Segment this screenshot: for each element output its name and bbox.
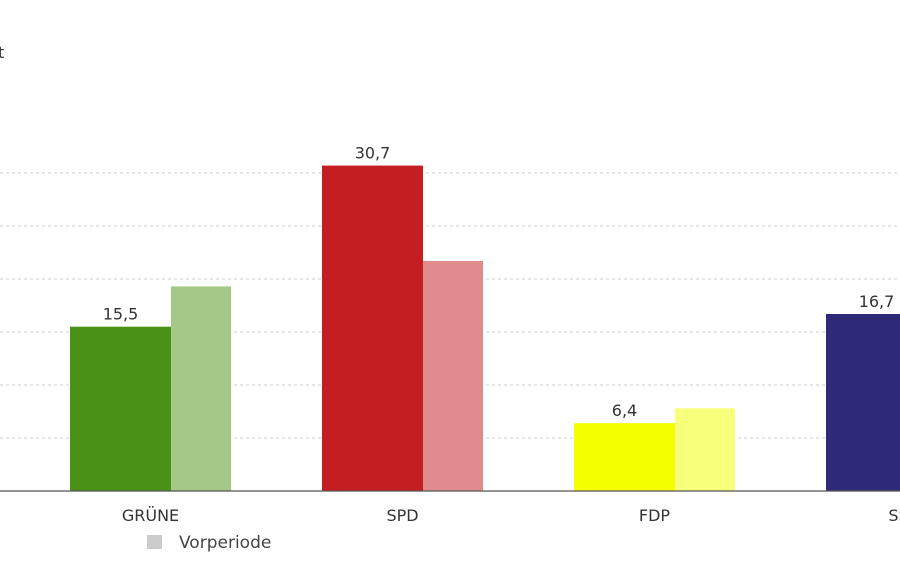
data-label-grüne: 15,5 — [103, 305, 139, 324]
data-label-spd: 30,7 — [355, 144, 391, 163]
x-axis-ticks: GRÜNE SPD FDP SSW — [122, 506, 900, 525]
x-tick-label-ssw: SSW — [888, 506, 900, 525]
legend-label-vorperiode: Vorperiode — [179, 533, 271, 553]
legend: Vorperiode — [147, 533, 271, 553]
bar-vorperiode-fdp — [675, 408, 735, 491]
x-tick-label-spd: SPD — [386, 506, 418, 525]
data-label-ssw: 16,7 — [859, 292, 895, 311]
data-label-fdp: 6,4 — [612, 401, 637, 420]
bar-vorperiode-grüne — [171, 286, 231, 491]
bar-current-ssw — [826, 313, 900, 491]
data-labels: 15,5 30,7 6,4 16,7 — [103, 144, 895, 421]
x-tick-label-grüne: GRÜNE — [122, 506, 179, 525]
x-tick-label-fdp: FDP — [639, 506, 671, 525]
bars — [70, 165, 900, 491]
bar-current-fdp — [574, 423, 675, 491]
bar-current-spd — [322, 165, 423, 491]
bar-vorperiode-spd — [423, 260, 483, 491]
bar-current-grüne — [70, 326, 171, 491]
legend-swatch-vorperiode — [147, 535, 162, 549]
cropped-title-fragment: t — [0, 43, 4, 62]
